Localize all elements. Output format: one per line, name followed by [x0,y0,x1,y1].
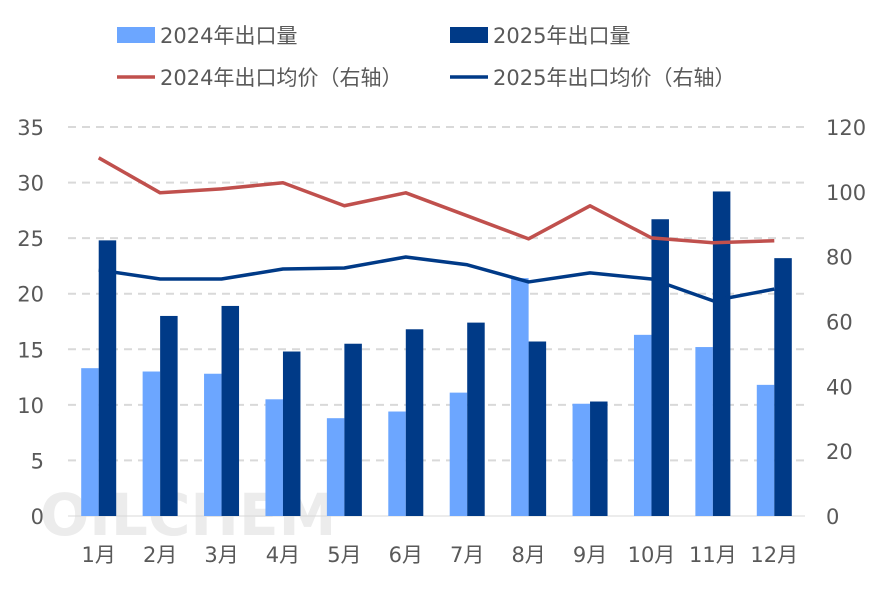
x-tick-label: 1月 [82,543,116,567]
bar-2024 [265,399,283,516]
bar-2025 [282,351,301,516]
y-left-tick-label: 5 [31,449,44,473]
y-left-tick-label: 30 [17,172,44,196]
y-left-tick-label: 20 [17,283,44,307]
legend-swatch [450,27,488,43]
bar-2024 [142,371,161,516]
bar-2025 [405,329,424,516]
x-tick-label: 12月 [750,543,798,567]
bar-2025 [590,401,608,516]
legend-label: 2024年出口均价（右轴） [160,66,402,90]
bar-2025 [712,191,731,516]
legend-label: 2025年出口均价（右轴） [493,66,735,90]
y-left-tick-label: 15 [17,338,44,362]
y-left-tick-label: 0 [31,505,44,529]
bar-2025 [98,240,117,516]
x-tick-label: 8月 [511,543,545,567]
bar-2025 [344,343,362,516]
bar-2025 [221,305,240,516]
y-right-tick-label: 0 [826,505,839,529]
x-tick-label: 9月 [573,543,607,567]
legend-label: 2025年出口量 [493,24,630,48]
y-right-tick-label: 40 [826,375,853,399]
x-tick-label: 7月 [450,543,484,567]
x-tick-label: 4月 [266,543,300,567]
x-tick-label: 5月 [327,543,361,567]
bar-2025 [160,315,178,516]
bar-2024 [204,373,222,516]
y-left-tick-label: 10 [17,394,44,418]
bar-2024 [572,403,591,516]
bar-2024 [511,278,529,516]
bar-2024 [388,411,406,516]
bar-2025 [467,322,485,516]
x-tick-label: 6月 [389,543,423,567]
legend-swatch [117,27,155,43]
bar-2024 [756,384,775,516]
bar-2025 [528,341,547,516]
line-2024-price [97,156,775,245]
y-left-tick-label: 35 [17,116,44,140]
y-right-tick-label: 120 [826,116,866,140]
x-tick-label: 2月 [143,543,177,567]
line-2025-price [98,255,775,303]
bar-2024 [449,392,468,516]
x-tick-label: 10月 [628,543,676,567]
y-right-tick-label: 80 [826,246,853,270]
legend-label: 2024年出口量 [160,24,297,48]
x-tick-label: 11月 [689,543,737,567]
y-right-tick-label: 60 [826,311,853,335]
bar-2024 [81,368,99,516]
bar-2024 [633,334,652,516]
bar-2024 [695,347,713,516]
x-tick-label: 3月 [204,543,238,567]
y-right-tick-label: 100 [826,181,866,205]
bar-2025 [774,258,792,516]
bar-2025 [651,219,669,516]
y-right-tick-label: 20 [826,440,853,464]
bar-2024 [326,418,345,516]
y-left-tick-label: 25 [17,227,44,251]
